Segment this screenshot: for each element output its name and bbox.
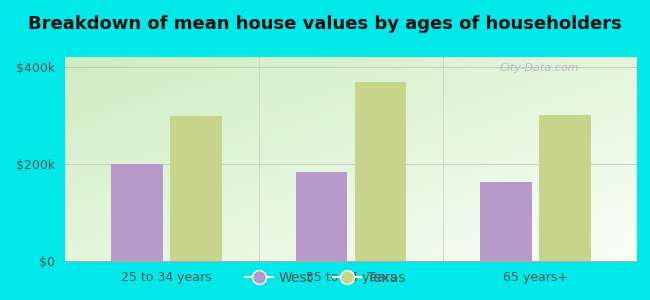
Bar (480, 182, 532, 261)
Bar (540, 115, 591, 261)
Text: Breakdown of mean house values by ages of householders: Breakdown of mean house values by ages o… (28, 15, 622, 33)
Bar (170, 116, 222, 261)
Legend: West, Texas: West, Texas (239, 265, 411, 290)
Bar (111, 164, 162, 261)
Text: City-Data.com: City-Data.com (500, 63, 579, 73)
Bar (296, 172, 347, 261)
Bar (355, 82, 406, 261)
